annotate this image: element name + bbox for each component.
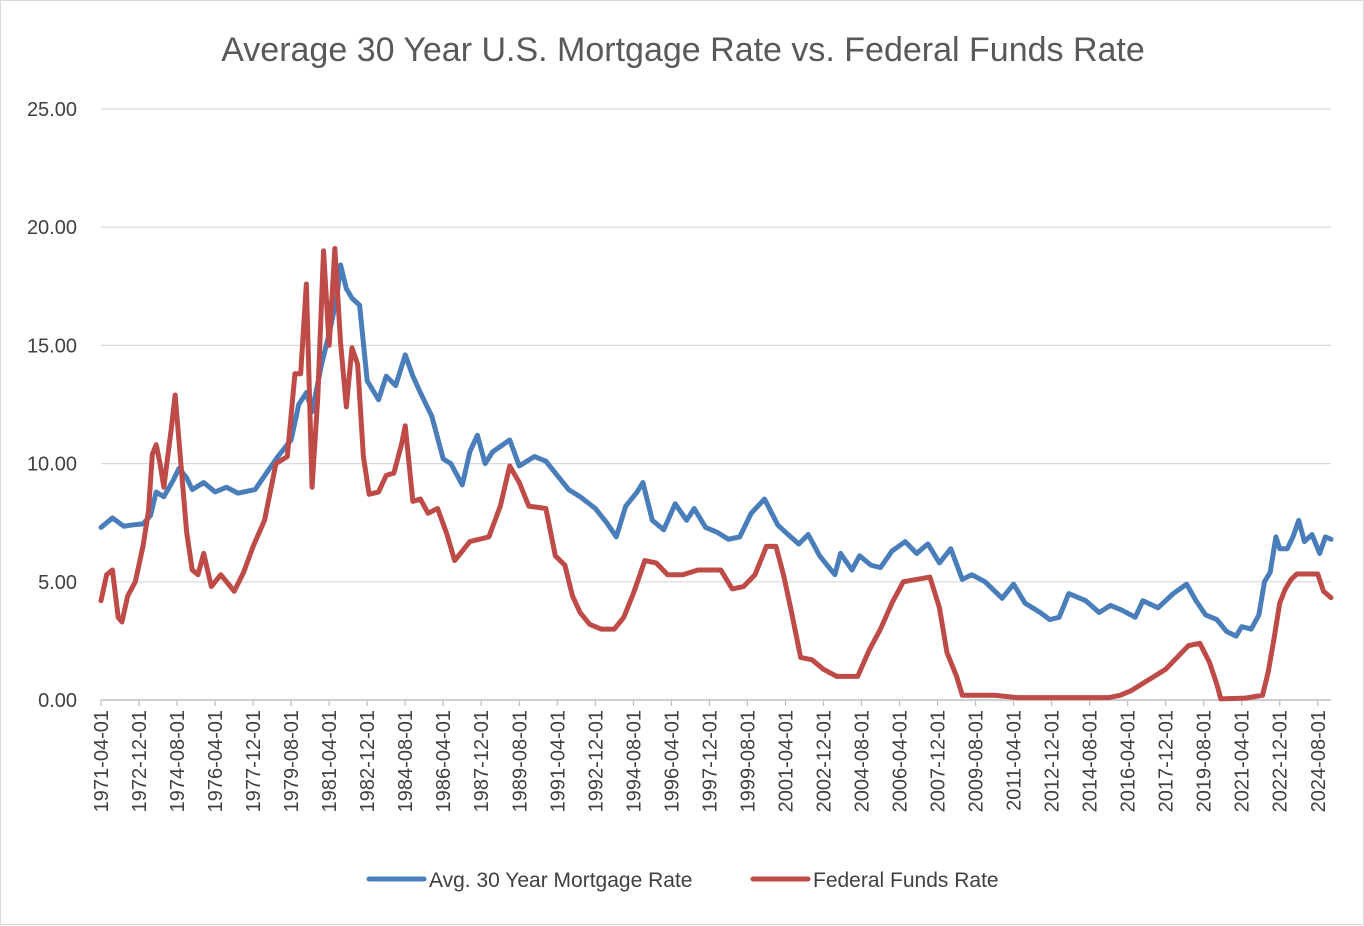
gridlines — [101, 108, 1331, 583]
y-tick-label: 10.00 — [27, 454, 77, 476]
y-tick-label: 0.00 — [38, 690, 77, 712]
x-tick-label: 2002-12-01 — [813, 710, 835, 812]
x-tick-label: 1974-08-01 — [167, 710, 189, 812]
x-tick-label: 1977-12-01 — [243, 710, 265, 812]
x-tick-label: 1999-08-01 — [737, 710, 759, 812]
x-tick-label: 1989-08-01 — [509, 710, 531, 812]
x-tick-label: 2011-04-01 — [1004, 710, 1026, 811]
x-tick-label: 2022-12-01 — [1270, 710, 1292, 812]
x-tick-label: 1994-08-01 — [623, 710, 645, 812]
legend-label: Federal Funds Rate — [813, 869, 999, 892]
y-axis-ticks: 0.00 5.00 10.00 15.00 20.00 25.00 — [27, 99, 77, 712]
x-tick-label: 2014-08-01 — [1080, 710, 1102, 812]
x-tick-label: 1976-04-01 — [205, 710, 227, 812]
x-tick-label: 2007-12-01 — [928, 710, 950, 812]
x-tick-label: 1982-12-01 — [357, 710, 379, 812]
x-axis-ticks: 1971-04-01 1972-12-01 1974-08-01 1976-04-01… — [91, 700, 1330, 812]
x-tick-label: 2009-08-01 — [966, 710, 988, 812]
x-tick-label: 1996-04-01 — [661, 710, 683, 812]
mortgage-rate-line — [98, 262, 1334, 639]
legend-label: Avg. 30 Year Mortgage Rate — [429, 869, 692, 892]
y-tick-label: 5.00 — [38, 572, 77, 594]
legend: Avg. 30 Year Mortgage Rate Federal Funds … — [366, 869, 999, 892]
x-tick-label: 1984-08-01 — [395, 710, 417, 812]
x-tick-label: 2017-12-01 — [1156, 710, 1178, 812]
y-tick-label: 20.00 — [27, 217, 77, 239]
x-tick-label: 1971-04-01 — [91, 710, 113, 812]
series-lines — [98, 245, 1334, 702]
x-tick-label: 2021-04-01 — [1232, 710, 1254, 812]
x-tick-label: 2006-04-01 — [889, 710, 911, 812]
x-tick-label: 2019-08-01 — [1194, 710, 1216, 812]
y-tick-label: 15.00 — [27, 335, 77, 357]
x-tick-label: 2024-08-01 — [1308, 710, 1330, 812]
y-tick-label: 25.00 — [27, 99, 77, 121]
fed-funds-rate-line — [98, 245, 1334, 702]
x-tick-label: 1991-04-01 — [547, 710, 569, 812]
x-tick-label: 1997-12-01 — [699, 710, 721, 812]
x-tick-label: 1979-08-01 — [281, 710, 303, 812]
x-tick-label: 1992-12-01 — [585, 710, 607, 812]
x-tick-label: 2001-04-01 — [775, 710, 797, 812]
x-tick-label: 1972-12-01 — [129, 710, 151, 812]
x-tick-label: 2004-08-01 — [851, 710, 873, 812]
chart-title: Average 30 Year U.S. Mortgage Rate vs. F… — [221, 31, 1145, 69]
x-tick-label: 1986-04-01 — [433, 710, 455, 812]
x-tick-label: 1987-12-01 — [471, 710, 493, 812]
x-tick-label: 2016-04-01 — [1118, 710, 1140, 812]
x-tick-label: 2012-12-01 — [1042, 710, 1064, 812]
x-tick-label: 1981-04-01 — [319, 710, 341, 812]
